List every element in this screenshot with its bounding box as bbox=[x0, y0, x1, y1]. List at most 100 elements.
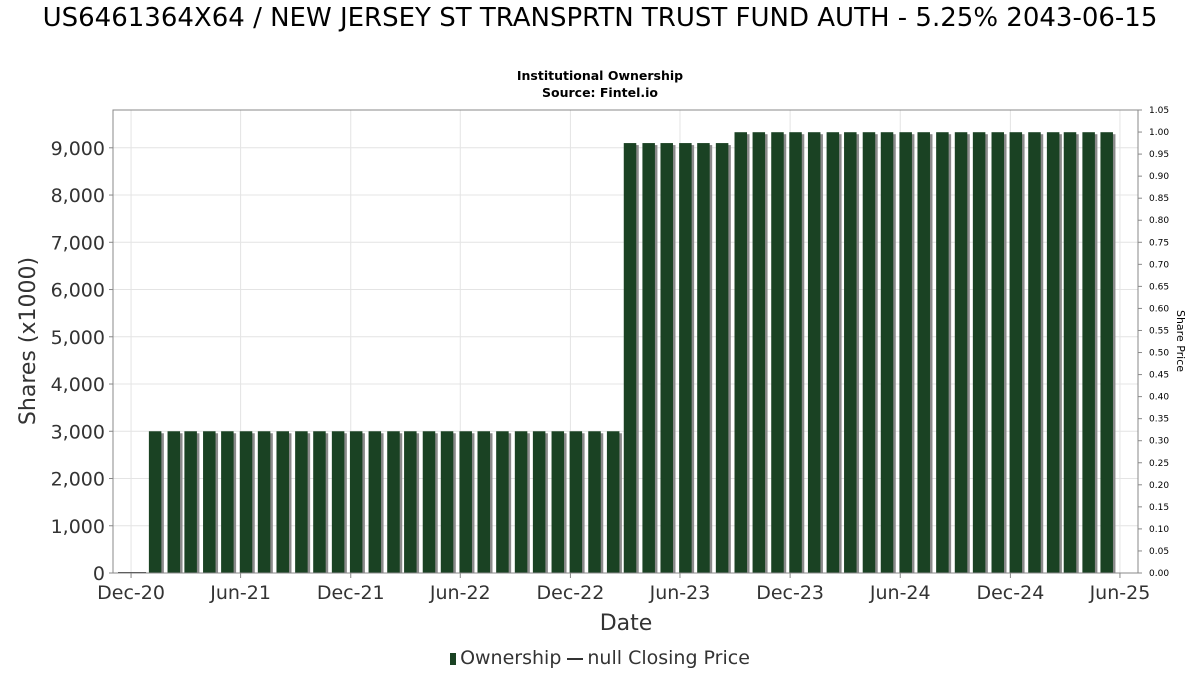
x-tick-label: Jun-22 bbox=[429, 582, 491, 604]
y2-tick-label: 0.55 bbox=[1149, 326, 1169, 336]
ownership-bar bbox=[789, 132, 802, 573]
ownership-bar bbox=[184, 431, 197, 573]
ownership-bar bbox=[917, 132, 930, 573]
ownership-bar bbox=[148, 431, 162, 573]
y2-tick-label: 1.00 bbox=[1149, 128, 1169, 138]
ownership-bar bbox=[679, 143, 692, 574]
ownership-bar bbox=[807, 132, 821, 573]
ownership-bar bbox=[1100, 132, 1113, 573]
ownership-bar bbox=[972, 132, 986, 573]
ownership-bar bbox=[331, 431, 345, 573]
x-tick-label: Jun-24 bbox=[869, 582, 931, 604]
ownership-bar bbox=[954, 132, 968, 573]
ownership-bar bbox=[313, 431, 326, 573]
y2-tick-label: 0.80 bbox=[1149, 216, 1169, 226]
y2-tick-label: 0.05 bbox=[1149, 547, 1169, 557]
y2-tick-label: 0.10 bbox=[1149, 525, 1169, 535]
left-axis: 0 1,000 2,000 3,000 4,000 5,000 6,000 7,000 8,00… bbox=[51, 138, 113, 585]
y2-tick-label: 0.95 bbox=[1149, 150, 1169, 160]
y-tick-label: 8,000 bbox=[51, 185, 105, 207]
y2-tick-label: 0.40 bbox=[1149, 393, 1169, 403]
ownership-bar bbox=[880, 132, 894, 573]
y2-tick-label: 0.25 bbox=[1149, 459, 1169, 469]
y-tick-label: 0 bbox=[93, 563, 105, 585]
ownership-bar bbox=[642, 143, 655, 574]
y2-tick-label: 0.30 bbox=[1149, 437, 1169, 447]
y2-tick-label: 0.70 bbox=[1149, 260, 1169, 270]
plot-area-frame bbox=[112, 109, 1139, 574]
ownership-bar bbox=[623, 143, 637, 574]
x-axis-label: Date bbox=[600, 611, 653, 636]
ownership-bar bbox=[514, 431, 528, 573]
ownership-bar bbox=[771, 132, 784, 573]
y-tick-label: 9,000 bbox=[51, 138, 105, 160]
subtitle-line-1: Institutional Ownership bbox=[516, 68, 684, 83]
ownership-bar bbox=[826, 132, 840, 573]
ownership-bar bbox=[844, 132, 857, 573]
chart-title: US6461364X64 / NEW JERSEY ST TRANSPRTN T… bbox=[42, 3, 1158, 33]
y2-tick-label: 1.05 bbox=[1149, 106, 1169, 116]
ownership-bar bbox=[221, 431, 234, 573]
ownership-bar bbox=[1046, 132, 1060, 573]
x-tick-label: Dec-22 bbox=[537, 582, 605, 604]
x-tick-label: Dec-24 bbox=[976, 582, 1044, 604]
ownership-bar bbox=[167, 431, 181, 573]
ownership-bar bbox=[660, 143, 673, 574]
ownership-bar bbox=[734, 132, 748, 573]
y2-tick-label: 0.35 bbox=[1149, 415, 1169, 425]
ownership-bar bbox=[1082, 132, 1095, 573]
ownership-bar bbox=[991, 132, 1005, 573]
ownership-bar bbox=[295, 431, 308, 573]
legend: Ownership null Closing Price bbox=[0, 647, 1200, 669]
subtitle-line-2: Source: Fintel.io bbox=[542, 85, 658, 100]
ownership-bar bbox=[276, 431, 289, 573]
y2-tick-label: 0.85 bbox=[1149, 194, 1169, 204]
ownership-bar bbox=[752, 132, 766, 573]
y-tick-label: 2,000 bbox=[51, 469, 105, 491]
y-tick-label: 4,000 bbox=[51, 374, 105, 396]
y-axis-label: Shares (x1000) bbox=[16, 257, 41, 425]
bar-layer bbox=[118, 132, 1116, 574]
ownership-bar bbox=[440, 431, 454, 573]
ownership-bar bbox=[1063, 132, 1077, 573]
ownership-bar bbox=[532, 431, 546, 573]
ownership-bar bbox=[1009, 132, 1023, 573]
ownership-bar bbox=[257, 431, 271, 573]
ownership-bar bbox=[606, 431, 620, 573]
y-tick-label: 6,000 bbox=[51, 280, 105, 302]
ownership-bar bbox=[715, 143, 729, 574]
ownership-bar bbox=[477, 431, 491, 573]
ownership-bar bbox=[569, 431, 583, 573]
x-tick-label: Jun-23 bbox=[649, 582, 711, 604]
ownership-bar bbox=[239, 431, 253, 573]
x-tick-label: Dec-21 bbox=[317, 582, 385, 604]
ownership-bar bbox=[697, 143, 710, 574]
ownership-bar bbox=[862, 132, 876, 573]
ownership-bar bbox=[422, 431, 436, 573]
ownership-bar bbox=[404, 431, 417, 573]
y-tick-label: 5,000 bbox=[51, 327, 105, 349]
ownership-bar bbox=[936, 132, 949, 573]
x-tick-label: Dec-23 bbox=[756, 582, 824, 604]
bottom-axis: Dec-20 Jun-21 Dec-21 Jun-22 Dec-22 Jun-23 Dec-… bbox=[97, 573, 1150, 604]
y2-tick-label: 0.00 bbox=[1149, 569, 1169, 579]
ownership-bar bbox=[899, 132, 912, 573]
x-tick-label: Jun-25 bbox=[1089, 582, 1151, 604]
y-tick-label: 3,000 bbox=[51, 421, 105, 443]
price-legend-swatch bbox=[567, 657, 584, 660]
price-legend-label: null Closing Price bbox=[587, 647, 750, 669]
ownership-bar bbox=[588, 431, 601, 573]
x-tick-label: Jun-21 bbox=[209, 582, 271, 604]
y2-tick-label: 0.90 bbox=[1149, 172, 1169, 182]
ownership-bar bbox=[459, 431, 472, 573]
chart-subtitle: Institutional Ownership Source: Fintel.i… bbox=[0, 67, 1200, 101]
y-tick-label: 7,000 bbox=[51, 232, 105, 254]
y2-tick-label: 0.20 bbox=[1149, 481, 1169, 491]
ownership-bar bbox=[1028, 132, 1041, 573]
y2-tick-label: 0.45 bbox=[1149, 371, 1169, 381]
ownership-legend-label: Ownership bbox=[460, 647, 562, 669]
ownership-bar bbox=[551, 431, 565, 573]
ownership-bar bbox=[387, 431, 400, 573]
right-axis: 0.00 0.05 0.10 0.15 0.20 0.25 0.30 0.35 0.40 0.45… bbox=[1138, 106, 1169, 579]
